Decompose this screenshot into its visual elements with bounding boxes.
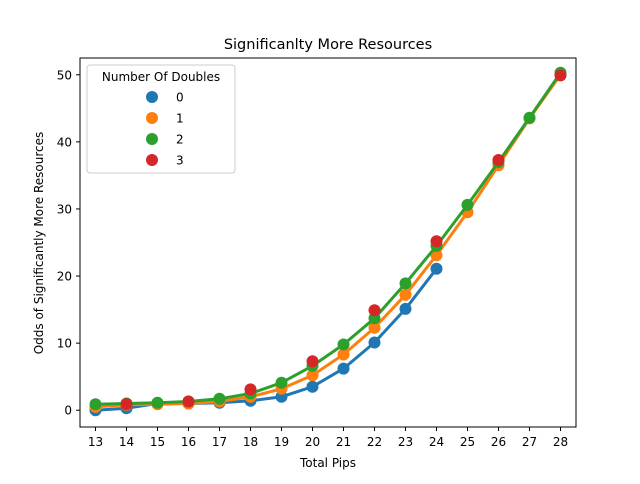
data-point-2-17 [213,392,226,405]
legend-entry-1: 1 [146,112,184,126]
data-point-3-14 [120,398,133,411]
legend-label-3: 3 [176,154,184,168]
data-point-2-21 [337,338,350,351]
data-point-3-24 [430,235,443,248]
x-tick-label-21: 21 [336,435,351,449]
series-layer [89,66,567,417]
data-point-0-20 [306,380,319,393]
legend-box [86,64,236,174]
plot-frame [79,57,577,428]
legend-label-0: 0 [176,91,184,105]
x-tick-label-25: 25 [460,435,475,449]
data-point-2-13 [89,398,102,411]
series-3 [120,69,567,411]
data-point-3-16 [182,395,195,408]
y-tick-label-40: 40 [57,135,72,149]
x-tick-label-20: 20 [305,435,320,449]
data-point-2-27 [523,111,536,124]
x-tick-label-23: 23 [398,435,413,449]
data-point-3-18 [244,383,257,396]
x-tick-label-28: 28 [553,435,568,449]
legend-entry-3: 3 [146,154,184,168]
x-tick-label-27: 27 [522,435,537,449]
data-point-1-20 [306,369,319,382]
legend-title: Number Of Doubles [102,70,220,84]
legend: Number Of Doubles 0 1 2 3 [86,64,236,174]
legend-marker-3 [146,154,158,166]
data-point-2-19 [275,376,288,389]
data-point-3-20 [306,355,319,368]
legend-marker-2 [146,133,158,145]
legend-marker-0 [146,91,158,103]
legend-marker-1 [146,112,158,124]
x-tick-label-17: 17 [212,435,227,449]
data-point-3-26 [492,154,505,166]
data-point-2-25 [461,198,474,211]
legend-label-1: 1 [176,112,184,126]
legend-label-2: 2 [176,133,184,147]
x-tick-label-15: 15 [150,435,165,449]
y-tick-label-50: 50 [57,68,72,82]
x-tick-label-22: 22 [367,435,382,449]
data-point-1-24 [430,249,443,262]
x-tick-label-16: 16 [181,435,196,449]
x-tick-label-19: 19 [274,435,289,449]
data-point-3-22 [368,304,381,317]
x-tick-label-13: 13 [88,435,103,449]
series-line-1 [94,73,562,409]
data-point-0-21 [337,362,350,375]
data-point-0-23 [399,302,412,315]
y-tick-label-0: 0 [64,404,72,418]
axes-layer: 13 14 15 16 17 18 19 20 21 22 23 24 25 26 27 2801020304… [57,57,577,449]
data-point-3-28 [554,69,567,82]
data-point-0-22 [368,336,381,349]
x-tick-label-14: 14 [119,435,134,449]
x-axis-label: Total Pips [299,456,356,470]
data-point-2-23 [399,277,412,290]
legend-entry-2: 2 [146,133,184,147]
series-line-2 [94,71,562,406]
legend-entry-0: 0 [146,91,184,105]
x-tick-label-24: 24 [429,435,444,449]
data-point-0-24 [430,262,443,275]
y-tick-label-10: 10 [57,337,72,351]
x-tick-label-18: 18 [243,435,258,449]
data-point-1-23 [399,288,412,301]
data-point-1-21 [337,348,350,361]
x-tick-label-26: 26 [491,435,506,449]
y-tick-label-30: 30 [57,202,72,216]
data-point-1-22 [368,321,381,334]
y-axis-label: Odds of Significantly More Resources [32,132,46,355]
y-tick-label-20: 20 [57,270,72,284]
data-point-2-15 [151,396,164,409]
chart-title: Significanlty More Resources [224,37,432,53]
